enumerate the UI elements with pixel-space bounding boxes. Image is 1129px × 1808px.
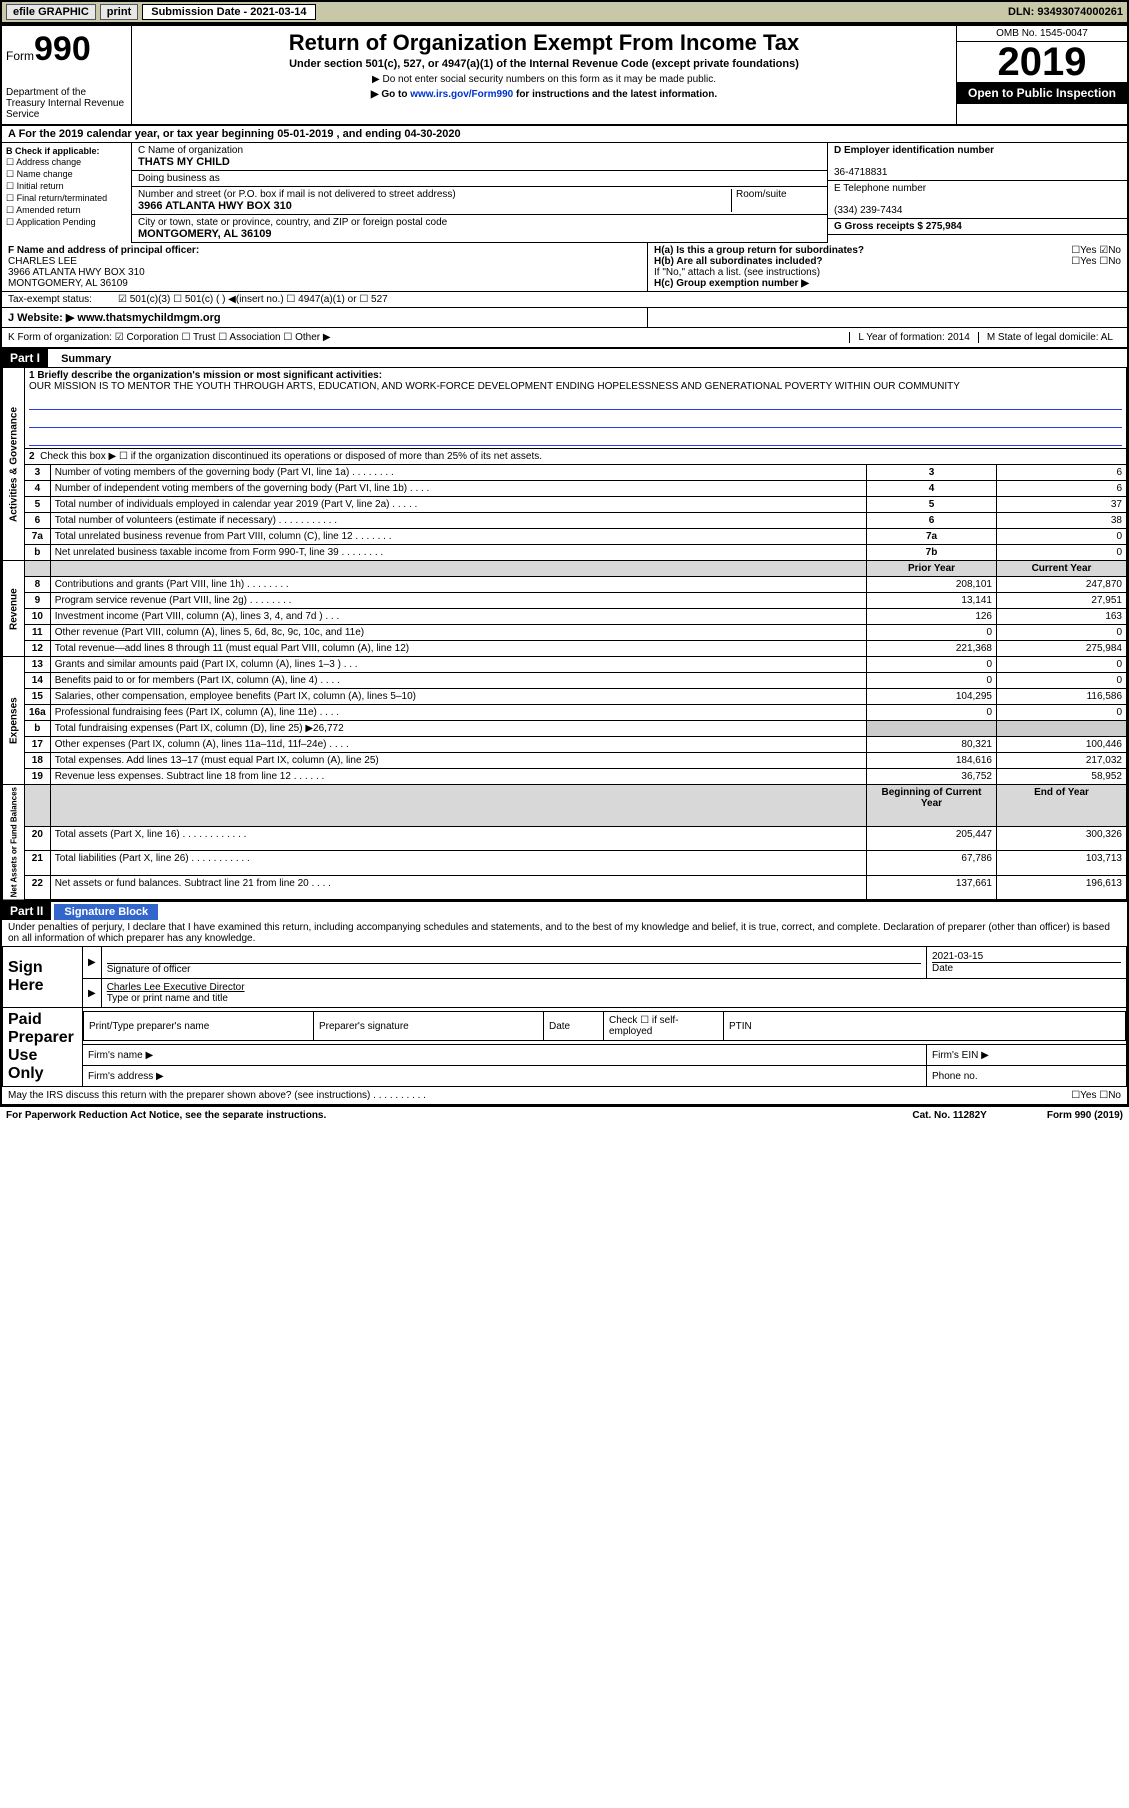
rev-row: 9Program service revenue (Part VIII, lin… (3, 593, 1127, 609)
org-name: THATS MY CHILD (138, 156, 230, 168)
gov-row: 6Total number of volunteers (estimate if… (3, 513, 1127, 529)
efile-topbar: efile GRAPHIC print Submission Date - 20… (0, 0, 1129, 24)
form-org-row: K Form of organization: ☑ Corporation ☐ … (0, 328, 1129, 349)
tax-year: 2019 (957, 42, 1127, 82)
gov-label: Activities & Governance (3, 368, 25, 561)
tax-period: A For the 2019 calendar year, or tax yea… (0, 126, 1129, 143)
efile-graphic-button[interactable]: efile GRAPHIC (6, 4, 96, 20)
footer: For Paperwork Reduction Act Notice, see … (0, 1106, 1129, 1124)
year-formation: L Year of formation: 2014 (849, 332, 977, 343)
paid-preparer-label: Paid Preparer Use Only (3, 1008, 83, 1087)
exp-row: 16aProfessional fundraising fees (Part I… (3, 705, 1127, 721)
form-title: Return of Organization Exempt From Incom… (140, 30, 948, 56)
net-row: 20Total assets (Part X, line 16) . . . .… (3, 826, 1127, 851)
gov-row: 3Number of voting members of the governi… (3, 465, 1127, 481)
part-i-header: Part I Summary (0, 349, 1129, 367)
org-city: MONTGOMERY, AL 36109 (138, 228, 271, 240)
submission-date: Submission Date - 2021-03-14 (142, 4, 315, 20)
sign-date: 2021-03-15 (932, 951, 983, 962)
net-row: 22Net assets or fund balances. Subtract … (3, 875, 1127, 900)
sign-here-label: Sign Here (3, 947, 83, 1008)
department: Department of the Treasury Internal Reve… (6, 87, 127, 120)
officer-typed: Charles Lee Executive Director (107, 982, 245, 993)
gov-row: 5Total number of individuals employed in… (3, 497, 1127, 513)
print-button[interactable]: print (100, 4, 138, 20)
section-f-h: F Name and address of principal officer:… (0, 243, 1129, 292)
exp-row: 14Benefits paid to or for members (Part … (3, 673, 1127, 689)
officer-name: CHARLES LEE (8, 256, 77, 267)
exp-row: 19Revenue less expenses. Subtract line 1… (3, 769, 1127, 785)
rev-row: 12Total revenue—add lines 8 through 11 (… (3, 641, 1127, 657)
ein: 36-4718831 (834, 167, 887, 178)
org-street: 3966 ATLANTA HWY BOX 310 (138, 200, 292, 212)
section-d-g: D Employer identification number36-47188… (827, 143, 1127, 243)
gov-row: bNet unrelated business taxable income f… (3, 545, 1127, 561)
rev-row: 11Other revenue (Part VIII, column (A), … (3, 625, 1127, 641)
gross-receipts: G Gross receipts $ 275,984 (834, 221, 962, 232)
rev-row: 8Contributions and grants (Part VIII, li… (3, 577, 1127, 593)
dln: DLN: 93493074000261 (1008, 6, 1123, 18)
net-row: 21Total liabilities (Part X, line 26) . … (3, 851, 1127, 876)
exp-row: bTotal fundraising expenses (Part IX, co… (3, 721, 1127, 737)
net-label: Net Assets or Fund Balances (3, 785, 25, 900)
exp-row: 15Salaries, other compensation, employee… (3, 689, 1127, 705)
gov-row: 7aTotal unrelated business revenue from … (3, 529, 1127, 545)
rev-label: Revenue (3, 561, 25, 657)
goto-note: ▶ Go to www.irs.gov/Form990 for instruct… (140, 89, 948, 100)
part-ii-header: Part II Signature Block (0, 902, 1129, 920)
org-website[interactable]: www.thatsmychildmgm.org (77, 312, 220, 324)
website-row: J Website: ▶ www.thatsmychildmgm.org (0, 308, 1129, 328)
section-c: C Name of organizationTHATS MY CHILD Doi… (132, 143, 827, 243)
tax-exempt-row: Tax-exempt status:☑ 501(c)(3) ☐ 501(c) (… (0, 292, 1129, 308)
inspection-badge: Open to Public Inspection (957, 82, 1127, 104)
summary-section: Activities & Governance 1 Briefly descri… (0, 367, 1129, 902)
penalty-statement: Under penalties of perjury, I declare th… (2, 920, 1127, 946)
exp-label: Expenses (3, 657, 25, 785)
form-number: 990 (34, 30, 91, 68)
identity-block: B Check if applicable: ☐ Address change … (0, 143, 1129, 243)
irs-link[interactable]: www.irs.gov/Form990 (410, 89, 513, 100)
form-label: Form (6, 49, 34, 63)
signature-block: Under penalties of perjury, I declare th… (0, 920, 1129, 1106)
state-domicile: M State of legal domicile: AL (978, 332, 1121, 343)
gov-row: 4Number of independent voting members of… (3, 481, 1127, 497)
rev-row: 10Investment income (Part VIII, column (… (3, 609, 1127, 625)
form-header: Form990 Department of the Treasury Inter… (0, 24, 1129, 126)
mission-text: OUR MISSION IS TO MENTOR THE YOUTH THROU… (29, 381, 960, 392)
telephone: (334) 239-7434 (834, 205, 902, 216)
exp-row: 17Other expenses (Part IX, column (A), l… (3, 737, 1127, 753)
form-subtitle: Under section 501(c), 527, or 4947(a)(1)… (140, 58, 948, 70)
section-b: B Check if applicable: ☐ Address change … (2, 143, 132, 243)
ssn-note: ▶ Do not enter social security numbers o… (140, 74, 948, 85)
exp-row: 18Total expenses. Add lines 13–17 (must … (3, 753, 1127, 769)
